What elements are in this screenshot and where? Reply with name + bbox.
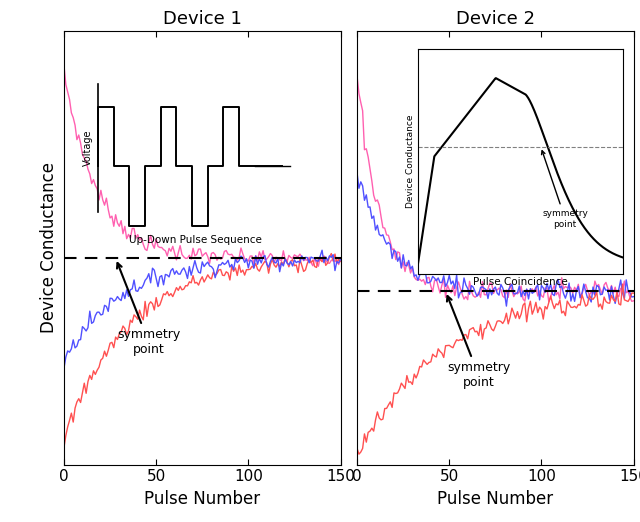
Text: symmetry
point: symmetry point <box>447 296 510 389</box>
Y-axis label: Device Conductance: Device Conductance <box>40 162 58 334</box>
X-axis label: Pulse Number: Pulse Number <box>144 490 260 508</box>
Title: Device 2: Device 2 <box>456 10 535 28</box>
Text: symmetry
point: symmetry point <box>117 263 180 357</box>
Title: Device 1: Device 1 <box>163 10 242 28</box>
X-axis label: Pulse Number: Pulse Number <box>437 490 554 508</box>
